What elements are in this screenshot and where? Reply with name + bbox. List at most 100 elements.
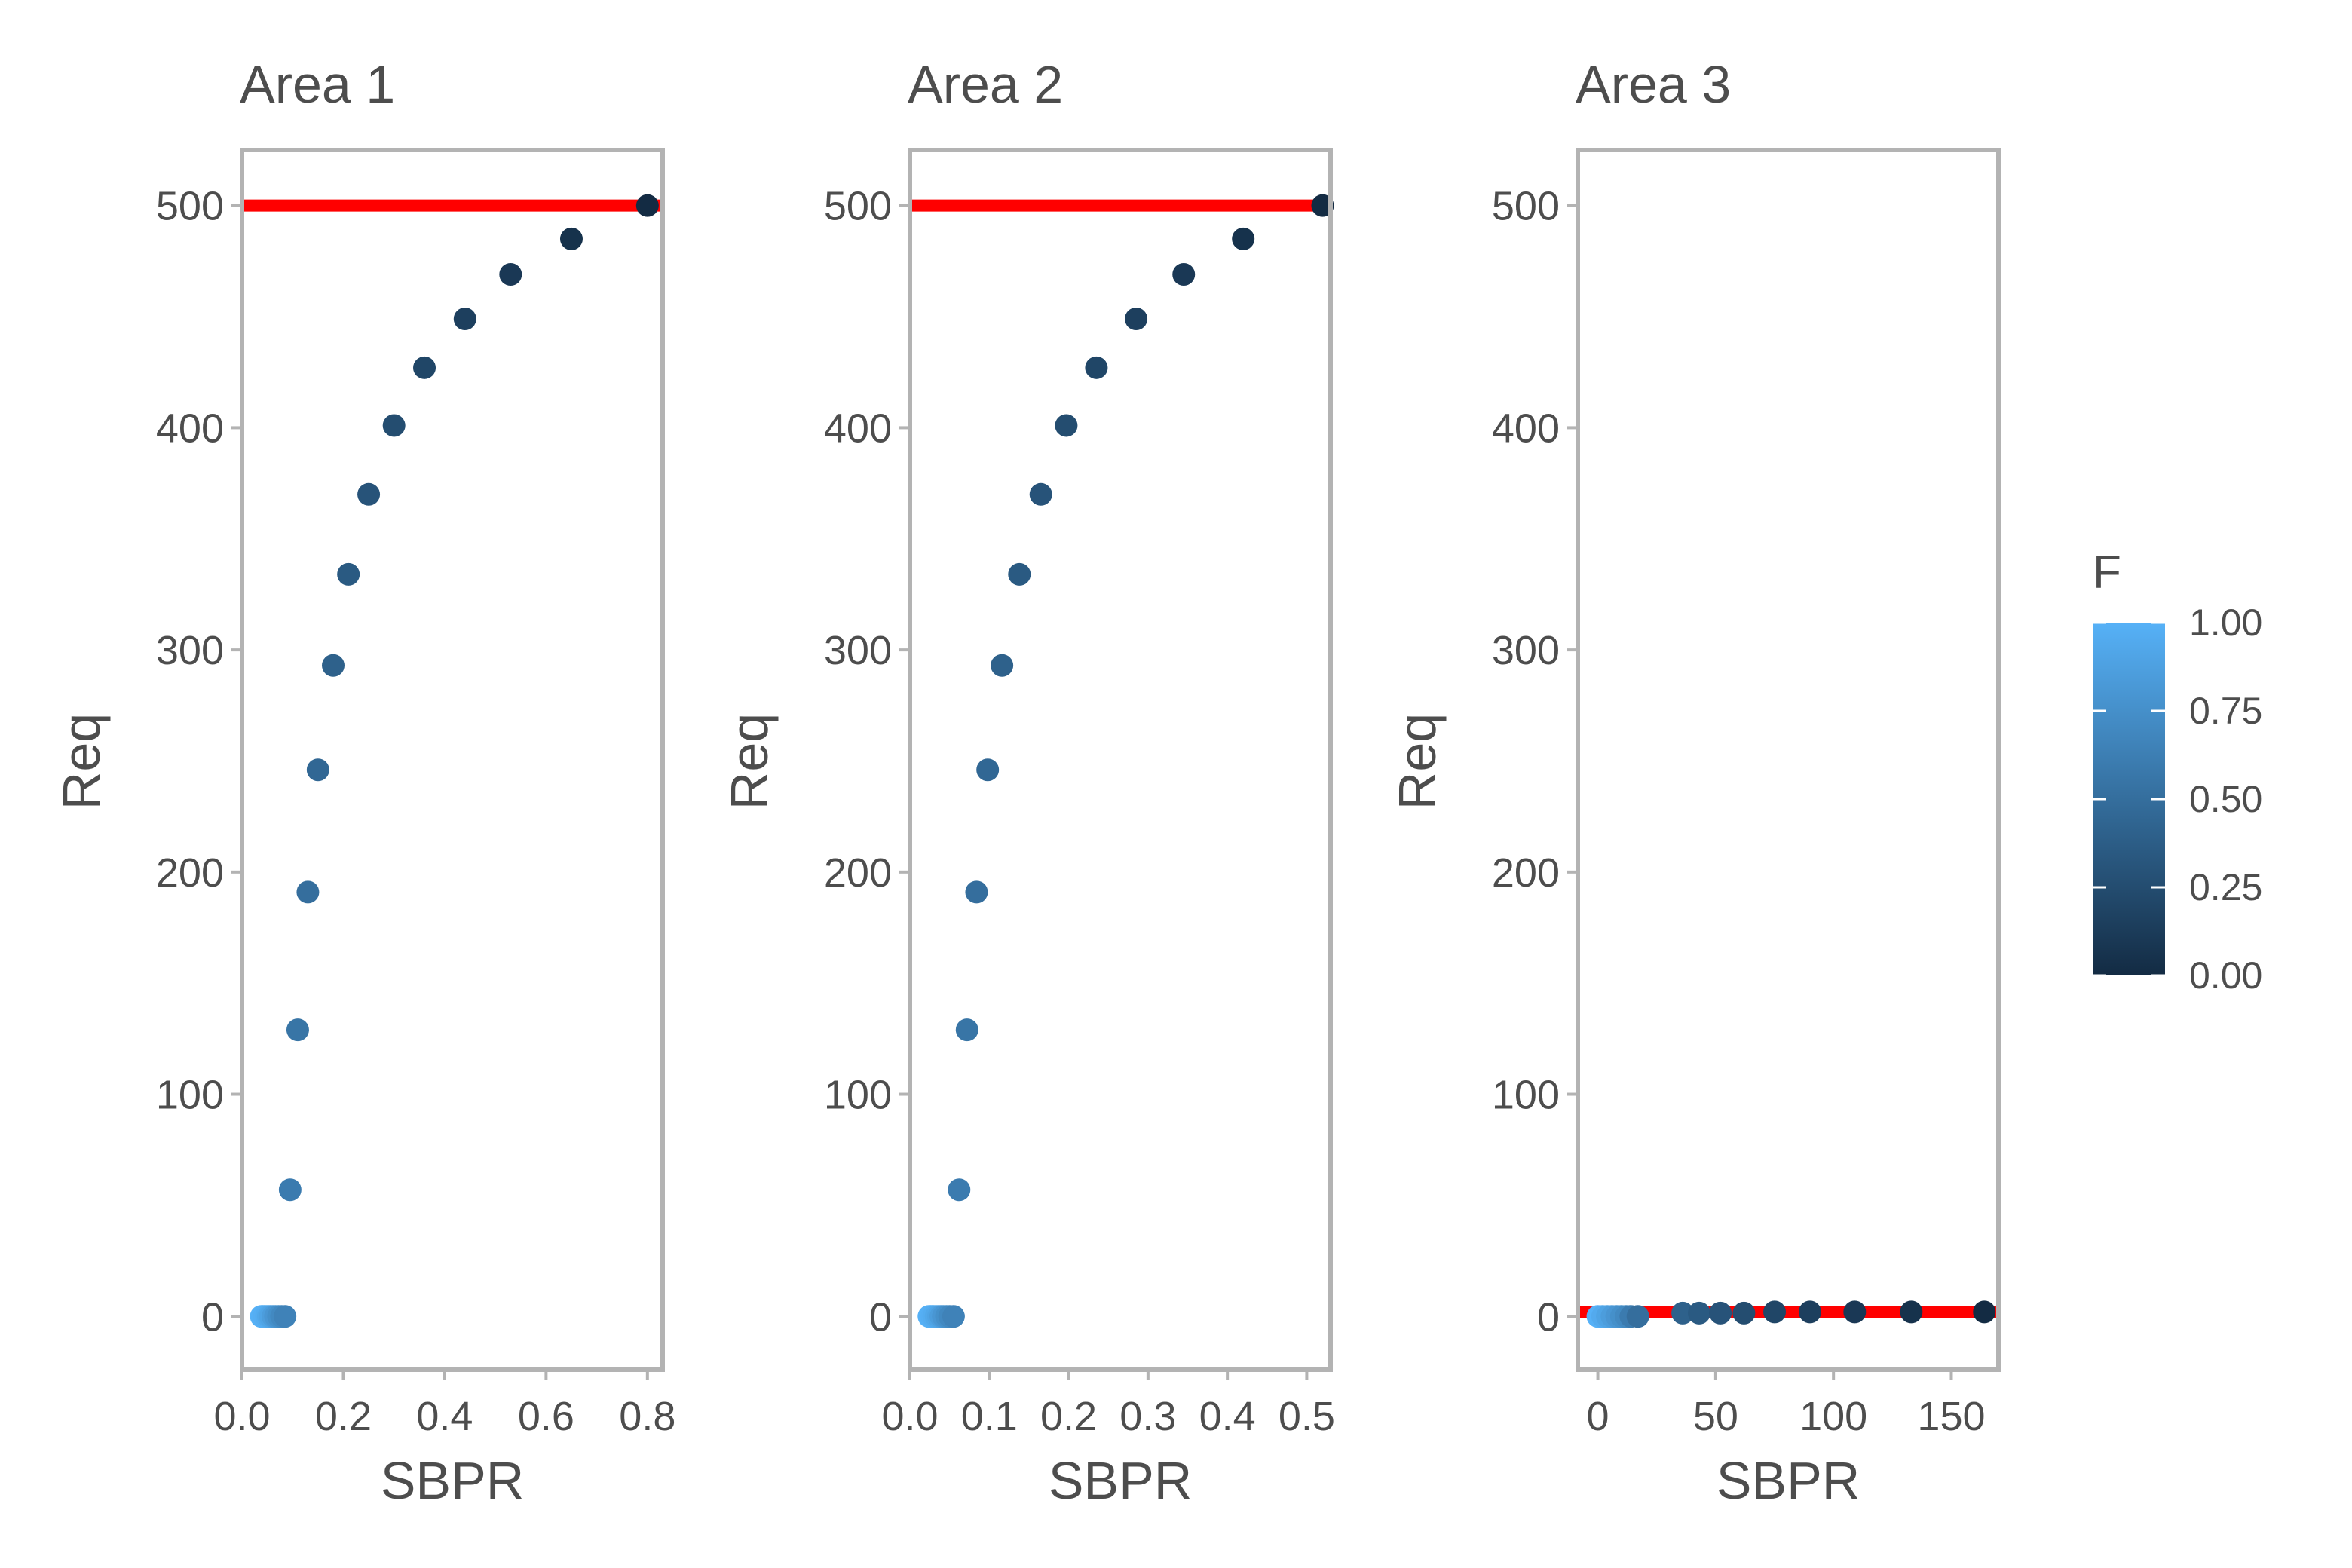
- data-point: [1709, 1301, 1732, 1325]
- data-point: [1055, 414, 1078, 437]
- data-point: [1232, 227, 1255, 250]
- y-tick-label: 500: [824, 184, 892, 229]
- data-point: [948, 1178, 971, 1202]
- data-point: [1671, 1301, 1695, 1325]
- legend-tick-label: 0.25: [2189, 866, 2262, 908]
- x-tick-label: 0.3: [1119, 1394, 1176, 1439]
- data-point: [1763, 1300, 1787, 1324]
- x-axis-ticks: 0.0 0.2 0.4 0.6 0.8: [213, 1370, 675, 1439]
- x-tick-label: 0.4: [1199, 1394, 1256, 1439]
- data-point: [1085, 356, 1108, 379]
- data-point: [955, 1018, 978, 1042]
- panel-frame: [1576, 148, 2001, 1372]
- panel-title: Area 2: [908, 55, 1063, 114]
- y-axis-ticks: 0 100 200 300 400 500: [824, 184, 910, 1340]
- color-legend: F 1.00 0.75 0.50 0.25 0.00: [2093, 547, 2262, 997]
- y-axis-title: Req: [720, 713, 779, 810]
- panel-area-2: Area 2 Req SBPR 0 100 200 300 400 500 0.0 0.1 0…: [720, 55, 1335, 1510]
- legend-ticks: 1.00 0.75 0.50 0.25 0.00: [2093, 602, 2262, 997]
- data-point: [942, 1305, 965, 1328]
- data-point: [1843, 1300, 1867, 1324]
- y-tick-label: 0: [1537, 1294, 1560, 1340]
- x-tick-label: 0.0: [881, 1394, 938, 1439]
- y-tick-label: 100: [824, 1073, 892, 1118]
- legend-tick-label: 0.00: [2189, 954, 2262, 997]
- x-tick-label: 0.8: [619, 1394, 675, 1439]
- y-axis-title: Req: [1388, 713, 1447, 810]
- x-tick-label: 0.6: [518, 1394, 574, 1439]
- data-point: [286, 1018, 309, 1042]
- y-tick-label: 200: [824, 850, 892, 896]
- panel-title: Area 3: [1576, 55, 1731, 114]
- data-point: [296, 880, 320, 904]
- data-point: [453, 307, 476, 330]
- y-tick-label: 400: [156, 406, 224, 451]
- data-point: [1172, 263, 1196, 286]
- data-point: [976, 758, 1000, 782]
- data-point: [965, 880, 988, 904]
- data-point: [1626, 1305, 1649, 1328]
- data-point: [1798, 1300, 1821, 1324]
- data-point: [1732, 1301, 1756, 1325]
- data-point: [322, 654, 345, 677]
- y-tick-label: 200: [156, 850, 224, 896]
- x-tick-label: 0.5: [1279, 1394, 1335, 1439]
- y-tick-label: 300: [1492, 628, 1560, 673]
- y-tick-label: 0: [201, 1294, 224, 1340]
- x-tick-label: 0.2: [315, 1394, 372, 1439]
- data-point: [278, 1178, 302, 1202]
- y-tick-label: 100: [1492, 1073, 1560, 1118]
- data-point: [413, 356, 436, 379]
- data-point: [1029, 482, 1052, 506]
- x-axis-title: SBPR: [1049, 1451, 1193, 1510]
- panel-frame: [908, 148, 1333, 1372]
- y-axis-ticks: 0 100 200 300 400 500: [1492, 184, 1578, 1340]
- x-tick-label: 150: [1917, 1394, 1985, 1439]
- y-tick-label: 400: [1492, 406, 1560, 451]
- x-axis-ticks: 0.0 0.1 0.2 0.3 0.4 0.5: [881, 1370, 1335, 1439]
- legend-tick-label: 1.00: [2189, 602, 2262, 644]
- x-tick-label: 0.4: [416, 1394, 473, 1439]
- x-axis-title: SBPR: [1717, 1451, 1860, 1510]
- y-tick-label: 100: [156, 1073, 224, 1118]
- y-tick-label: 400: [824, 406, 892, 451]
- data-point: [337, 562, 360, 586]
- y-tick-label: 200: [1492, 850, 1560, 896]
- data-point: [635, 194, 659, 217]
- y-tick-label: 300: [156, 628, 224, 673]
- data-point: [1008, 562, 1031, 586]
- legend-tick-label: 0.75: [2189, 690, 2262, 732]
- data-point: [306, 758, 329, 782]
- data-point: [991, 654, 1014, 677]
- data-point: [1900, 1300, 1923, 1324]
- x-tick-label: 0.0: [213, 1394, 270, 1439]
- x-axis-title: SBPR: [381, 1451, 525, 1510]
- y-tick-label: 300: [824, 628, 892, 673]
- panel-title: Area 1: [240, 55, 395, 114]
- data-point: [1311, 194, 1334, 217]
- panel-area-3: Area 3 Req SBPR 0 100 200 300 400 500 0 50 100 1…: [1388, 55, 2001, 1510]
- data-point: [382, 414, 406, 437]
- data-point: [1687, 1301, 1710, 1325]
- x-axis-ticks: 0 50 100 150: [1587, 1370, 1986, 1439]
- data-point: [274, 1305, 297, 1328]
- data-points: [250, 194, 659, 1328]
- x-tick-label: 0.1: [961, 1394, 1018, 1439]
- data-point: [499, 263, 522, 286]
- data-point: [559, 227, 583, 250]
- data-point: [1973, 1300, 1996, 1324]
- y-axis-ticks: 0 100 200 300 400 500: [156, 184, 242, 1340]
- legend-tick-label: 0.50: [2189, 778, 2262, 820]
- x-tick-label: 50: [1693, 1394, 1738, 1439]
- y-axis-title: Req: [52, 713, 111, 810]
- data-points: [917, 194, 1334, 1328]
- data-points: [1586, 1300, 1996, 1328]
- data-point: [357, 482, 381, 506]
- x-tick-label: 0: [1587, 1394, 1609, 1439]
- x-tick-label: 100: [1799, 1394, 1867, 1439]
- legend-title: F: [2093, 547, 2121, 599]
- panel-frame: [240, 148, 665, 1372]
- y-tick-label: 0: [869, 1294, 892, 1340]
